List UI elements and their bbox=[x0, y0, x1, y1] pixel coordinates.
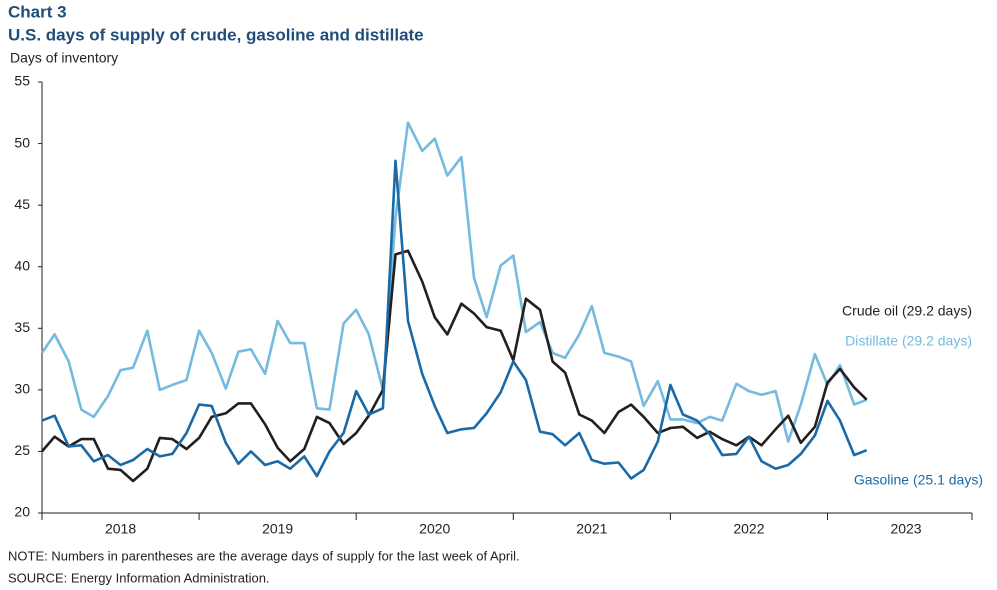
x-tick-label: 2023 bbox=[890, 521, 921, 537]
y-axis-label: Days of inventory bbox=[10, 50, 118, 66]
y-tick-label: 55 bbox=[14, 73, 30, 89]
note: NOTE: Numbers in parentheses are the ave… bbox=[8, 548, 520, 563]
series-line bbox=[41, 159, 868, 480]
series-label: Gasoline (25.1 days) bbox=[854, 472, 983, 488]
series-line bbox=[40, 121, 868, 443]
y-tick-label: 45 bbox=[14, 196, 30, 212]
chart-label: Chart 3 bbox=[8, 2, 67, 21]
y-tick-label: 30 bbox=[14, 381, 30, 397]
x-tick-label: 2022 bbox=[733, 521, 764, 537]
y-tick-label: 50 bbox=[14, 134, 30, 150]
x-tick-label: 2021 bbox=[576, 521, 607, 537]
source: SOURCE: Energy Information Administratio… bbox=[8, 570, 270, 585]
y-tick-label: 20 bbox=[14, 504, 30, 520]
y-tick-label: 35 bbox=[14, 319, 30, 335]
chart-title: U.S. days of supply of crude, gasoline a… bbox=[8, 25, 424, 44]
series-label: Crude oil (29.2 days) bbox=[842, 303, 972, 319]
y-tick-label: 40 bbox=[14, 257, 30, 273]
x-tick-label: 2019 bbox=[262, 521, 293, 537]
x-tick-label: 2020 bbox=[419, 521, 450, 537]
x-tick-label: 2018 bbox=[105, 521, 136, 537]
series-label: Distillate (29.2 days) bbox=[845, 333, 972, 349]
y-tick-label: 25 bbox=[14, 442, 30, 458]
